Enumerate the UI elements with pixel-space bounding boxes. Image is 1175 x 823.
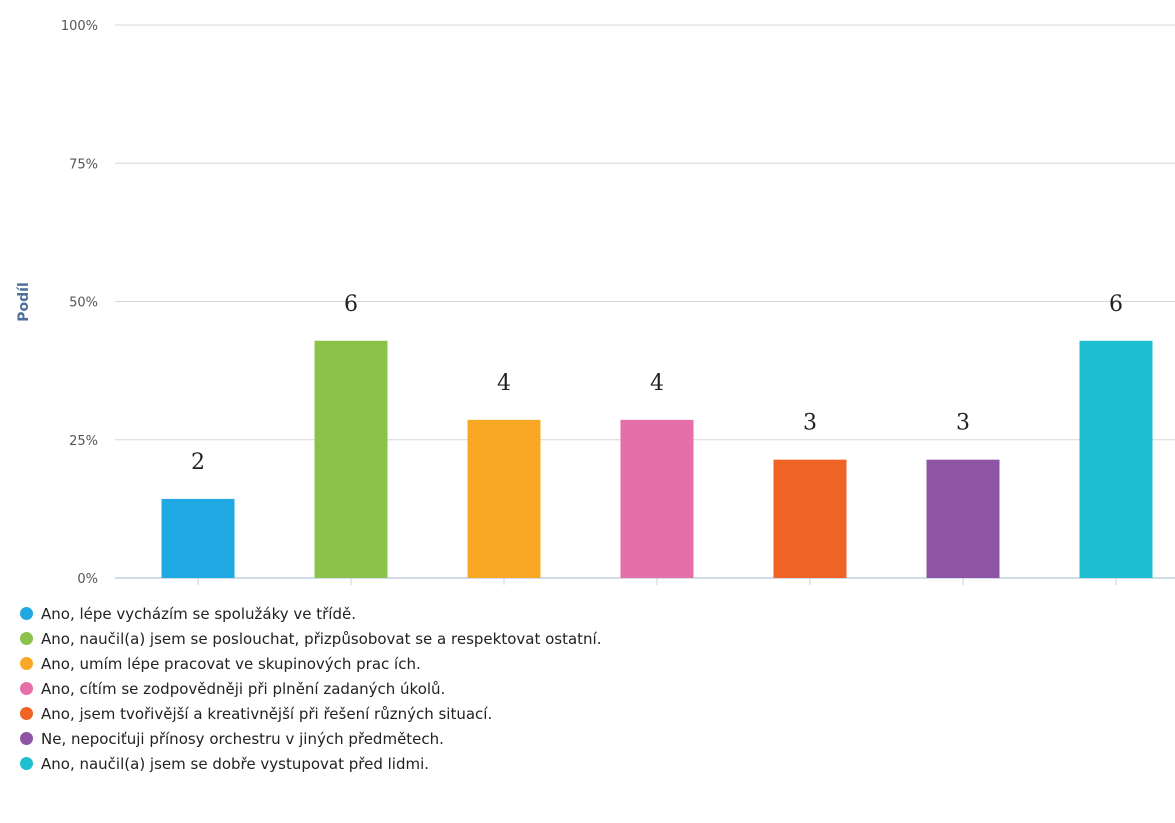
bar[interactable]: [1079, 340, 1153, 578]
y-axis-label: Podíl: [16, 282, 32, 322]
x-axis-ticks: [197, 578, 1117, 585]
data-label: 3: [803, 411, 817, 436]
data-label: 6: [344, 292, 358, 317]
data-label: 3: [956, 411, 970, 436]
legend-marker-icon: [20, 732, 33, 745]
legend-item[interactable]: Ano, cítím se zodpovědněji při plnění za…: [20, 676, 602, 701]
bar[interactable]: [161, 498, 235, 578]
legend-label: Ano, umím lépe pracovat ve skupinových p…: [41, 654, 421, 673]
legend-item[interactable]: Ne, nepociťuji přínosy orchestru v jinýc…: [20, 726, 602, 751]
data-label: 4: [650, 371, 664, 396]
data-label: 4: [497, 371, 511, 396]
bar[interactable]: [926, 459, 1000, 578]
bar[interactable]: [773, 459, 847, 578]
legend-label: Ano, naučil(a) jsem se dobře vystupovat …: [41, 754, 430, 773]
y-tick-label: 25%: [69, 434, 98, 449]
legend-item[interactable]: Ano, jsem tvořivější a kreativnější při …: [20, 701, 602, 726]
y-tick-label: 0%: [77, 572, 98, 587]
legend-label: Ano, lépe vycházím se spolužáky ve třídě…: [41, 604, 356, 623]
legend-item[interactable]: Ano, naučil(a) jsem se dobře vystupovat …: [20, 751, 602, 776]
legend-marker-icon: [20, 607, 33, 620]
legend: Ano, lépe vycházím se spolužáky ve třídě…: [20, 601, 602, 776]
legend-item[interactable]: Ano, umím lépe pracovat ve skupinových p…: [20, 651, 602, 676]
legend-item[interactable]: Ano, lépe vycházím se spolužáky ve třídě…: [20, 601, 602, 626]
bar[interactable]: [620, 419, 694, 578]
y-tick-label: 75%: [69, 157, 98, 172]
legend-item[interactable]: Ano, naučil(a) jsem se poslouchat, přizp…: [20, 626, 602, 651]
bar-chart: 0% 25% 50% 75% 100% Podíl 2 6 4 4 3 3 6: [16, 19, 1175, 587]
y-tick-label: 100%: [61, 19, 98, 34]
legend-marker-icon: [20, 707, 33, 720]
data-label: 2: [191, 450, 205, 475]
legend-marker-icon: [20, 682, 33, 695]
legend-label: Ano, jsem tvořivější a kreativnější při …: [41, 704, 493, 723]
data-labels: 2 6 4 4 3 3 6: [191, 292, 1123, 475]
legend-label: Ano, cítím se zodpovědněji při plnění za…: [41, 679, 446, 698]
bars: [161, 340, 1153, 578]
bar[interactable]: [467, 419, 541, 578]
y-tick-label: 50%: [69, 296, 98, 311]
y-axis-ticks: 0% 25% 50% 75% 100%: [61, 19, 98, 587]
legend-marker-icon: [20, 757, 33, 770]
legend-marker-icon: [20, 632, 33, 645]
legend-marker-icon: [20, 657, 33, 670]
data-label: 6: [1109, 292, 1123, 317]
legend-label: Ano, naučil(a) jsem se poslouchat, přizp…: [41, 629, 602, 648]
bar[interactable]: [314, 340, 388, 578]
legend-label: Ne, nepociťuji přínosy orchestru v jinýc…: [41, 729, 444, 748]
